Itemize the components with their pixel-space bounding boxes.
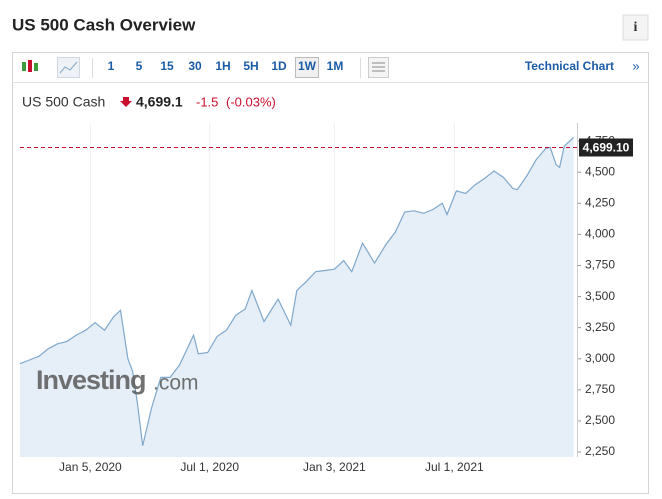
page-title: US 500 Cash Overview [12,15,196,34]
interval-button[interactable]: 15 [160,59,174,73]
area-icon-line [59,61,78,74]
x-tick-label: Jan 3, 2021 [303,460,366,474]
x-tick-label: Jul 1, 2021 [425,460,484,474]
x-tick-label: Jan 5, 2020 [59,460,122,474]
y-tick-label: 3,250 [585,320,615,334]
link-arrow[interactable]: » [632,58,639,73]
y-tick-label: 2,500 [585,413,615,427]
area-icon[interactable] [57,57,80,78]
y-tick-label: 4,000 [585,227,615,241]
interval-button[interactable]: 1D [271,59,287,73]
y-tick-label: 3,500 [585,289,615,303]
y-tick-label: 2,250 [585,444,615,458]
table-icon-lines [372,62,385,72]
technical-chart-link[interactable]: Technical Chart [525,59,614,73]
last-price-label: 4,699.10 [583,141,630,155]
interval-button[interactable]: 1H [215,59,230,73]
selected-interval[interactable] [295,57,319,78]
candle-icon[interactable] [22,60,38,72]
y-tick-label: 3,750 [585,258,615,272]
interval-button[interactable]: 5 [136,59,143,73]
down-arrow [120,97,132,107]
watermark-brand: Investing [36,365,146,395]
y-tick-label: 2,750 [585,382,615,396]
info-button[interactable] [622,14,649,41]
quote-name: US 500 Cash [22,94,105,110]
y-tick-label: 3,000 [585,351,615,365]
info-icon[interactable]: i [634,20,638,35]
quote-change-pct: (-0.03%) [226,94,276,109]
area-fill [20,137,574,457]
y-tick-label: 4,250 [585,196,615,210]
interval-button[interactable]: 1W [298,59,317,73]
x-tick-label: Jul 1, 2020 [180,460,239,474]
quote-change: -1.5 [196,94,218,109]
interval-button[interactable]: 1M [327,59,344,73]
y-tick-label: 4,500 [585,164,615,178]
price-line [19,136,575,446]
watermark-suffix: .com [153,372,199,395]
interval-button[interactable]: 5H [243,59,258,73]
last-price-box [579,138,633,157]
quote-price: 4,699.1 [136,94,183,110]
interval-button[interactable]: 1 [108,59,115,73]
interval-button[interactable]: 30 [188,59,202,73]
